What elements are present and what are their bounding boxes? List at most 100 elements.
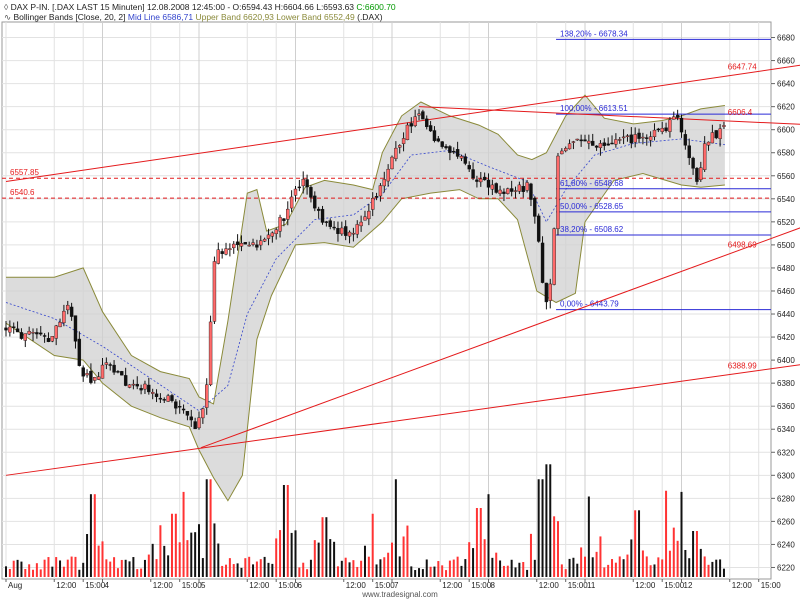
volume-bar [32, 569, 35, 577]
candle-body [502, 191, 506, 194]
x-tick-label: 12:00 [346, 581, 367, 590]
bollinger-upper [6, 94, 725, 405]
y-tick-label: 6220 [777, 563, 795, 572]
volume-bar [433, 566, 436, 577]
volume-bar [101, 541, 104, 577]
volume-bar [124, 559, 127, 577]
volume-bar [62, 566, 65, 577]
candle-body [672, 116, 676, 120]
volume-bar [522, 562, 525, 577]
header-line2: ∿ Bollinger Bands [Close, 20, 2] Mid Lin… [4, 12, 383, 22]
candle-body [208, 321, 213, 385]
candle-body [235, 241, 240, 246]
candle-body [116, 371, 120, 373]
candle-body [120, 371, 124, 376]
volume-bar [8, 568, 11, 577]
volume-bar [201, 558, 204, 577]
candle-body [691, 157, 695, 169]
candle-body [316, 208, 321, 211]
volume-bar [657, 557, 660, 577]
candle-body [517, 184, 522, 192]
candle-body [305, 179, 309, 188]
candle-body [475, 179, 479, 182]
volume-bar [329, 539, 332, 577]
volume-bar [653, 564, 656, 577]
volume-bar [680, 491, 683, 577]
candle-body [282, 218, 286, 221]
trendline [200, 227, 800, 449]
volume-bar [719, 559, 722, 577]
candle-body [695, 168, 699, 182]
candle-body [378, 185, 383, 197]
volume-bar [699, 548, 702, 577]
volume-bar [93, 494, 96, 577]
candle-body [15, 328, 20, 333]
candle-body [181, 408, 186, 411]
candle-body [540, 242, 545, 283]
candle-body [633, 134, 637, 143]
volume-bar [518, 562, 521, 577]
trendline-label: 6606.4 [728, 108, 753, 117]
volume-bar [317, 542, 320, 577]
candle-body [154, 393, 159, 398]
candle-body [567, 143, 572, 150]
candle-body [575, 138, 579, 141]
candle-body [675, 114, 680, 118]
candle-body [328, 220, 332, 227]
y-tick-label: 6480 [777, 264, 795, 273]
volume-bar [634, 510, 637, 577]
volume-bar [78, 569, 81, 577]
volume-bar [692, 531, 695, 577]
volume-bar [55, 557, 58, 577]
candle-body [571, 141, 576, 143]
candle-body [683, 134, 688, 146]
volume-bar [186, 540, 189, 577]
volume-bar [595, 551, 598, 577]
volume-bar [622, 559, 625, 577]
volume-bar [271, 563, 274, 577]
candle-body [216, 249, 221, 264]
volume-bar [225, 564, 228, 577]
y-tick-label: 6540 [777, 195, 795, 204]
trendline-label: 6498.69 [728, 241, 757, 250]
candle-body [455, 149, 460, 157]
candle-body [513, 190, 518, 192]
low-value: L:6593.63 [316, 2, 354, 12]
volume-bar [12, 560, 15, 577]
fib-level-label: 0,00% - 6443.79 [560, 300, 619, 309]
x-tick-label: 15:00 [761, 581, 782, 590]
candle-body [112, 364, 116, 373]
fib-level-label: 50,00% - 6528.65 [560, 202, 624, 211]
x-tick-label: 15:00 [182, 581, 203, 590]
volume-bar [51, 566, 54, 577]
candle-body [139, 388, 143, 391]
candle-body [579, 139, 583, 142]
candle-body [359, 221, 363, 227]
candle-body [471, 169, 475, 179]
volume-bar [344, 557, 347, 577]
indicator-label: Bollinger Bands [Close, 20, 2] [14, 12, 126, 22]
volume-bar [452, 559, 455, 577]
volume-bar [591, 557, 594, 577]
volume-bar [391, 542, 393, 577]
candle-body [42, 335, 47, 337]
bollinger-fill [6, 95, 725, 501]
candle-body [591, 140, 595, 146]
x-tick-label: 11 [587, 581, 596, 590]
candle-body [96, 376, 101, 380]
candle-body [533, 197, 537, 217]
candle-body [560, 150, 564, 155]
volume-bar [217, 543, 220, 577]
candle-body [428, 125, 433, 132]
candle-body [201, 408, 205, 419]
volume-bar [560, 564, 563, 577]
x-tick-label: 15:00 [664, 581, 685, 590]
volume-bar [448, 560, 451, 577]
volume-bar [475, 508, 478, 577]
candle-body [255, 244, 259, 248]
volume-bar [213, 523, 216, 577]
candle-body [301, 178, 305, 187]
support-line-label: 6557.85 [10, 168, 39, 177]
candle-body [123, 375, 128, 386]
volume-bar [348, 562, 351, 577]
